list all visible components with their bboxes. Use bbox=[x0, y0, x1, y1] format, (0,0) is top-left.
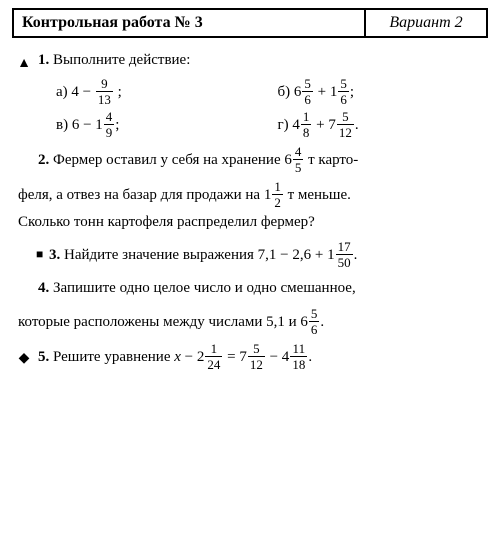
t3-tail: . bbox=[354, 247, 358, 263]
sub-g-tail: . bbox=[355, 116, 359, 132]
fraction: 124 bbox=[205, 342, 222, 371]
sub-g-mid: + 7 bbox=[312, 116, 335, 132]
subtask-row-2: в) 6 − 149; г) 418 + 7512. bbox=[56, 111, 482, 140]
task-number: 1. bbox=[38, 52, 49, 68]
t5-e: . bbox=[308, 348, 312, 364]
t2-line1a: Фермер оставил у себя на хранение 6 bbox=[53, 151, 292, 167]
header-bar: Контрольная работа № 3 Вариант 2 bbox=[12, 8, 488, 38]
task-text: Выполните действие: bbox=[53, 52, 190, 68]
worksheet-title: Контрольная работа № 3 bbox=[14, 10, 366, 36]
sub-a-lead: а) 4 − bbox=[56, 83, 91, 99]
t5-c: = 7 bbox=[223, 348, 246, 364]
worksheet-body: ▲ 1. Выполните действие: а) 4 − 913 ; б)… bbox=[12, 38, 488, 372]
fraction: 18 bbox=[301, 110, 312, 139]
fraction: 49 bbox=[104, 110, 115, 139]
fraction: 913 bbox=[96, 77, 113, 106]
sub-v-lead: в) 6 − 1 bbox=[56, 116, 103, 132]
task-number: 3. bbox=[49, 247, 60, 263]
task-2-cont: феля, а отвез на базар для продажи на 11… bbox=[18, 181, 482, 236]
sub-b-tail: ; bbox=[350, 83, 354, 99]
subtask-v: в) 6 − 149; bbox=[56, 111, 278, 140]
t5-var: x bbox=[174, 348, 181, 364]
t5-a: Решите уравнение bbox=[53, 348, 174, 364]
diamond-icon: ◆ bbox=[16, 347, 32, 371]
t2-line2b: т меньше. bbox=[284, 186, 351, 202]
task-2: 2. Фермер оставил у себя на хранение 645… bbox=[18, 146, 482, 175]
triangle-icon: ▲ bbox=[16, 52, 32, 76]
task-4-cont: которые расположены между числами 5,1 и … bbox=[18, 308, 482, 337]
task-1: ▲ 1. Выполните действие: а) 4 − 913 ; б)… bbox=[18, 48, 482, 140]
fraction: 56 bbox=[302, 77, 313, 106]
task-3: ■ 3. Найдите значение выражения 7,1 − 2,… bbox=[18, 241, 482, 270]
fraction: 1118 bbox=[290, 342, 307, 371]
t3-text: Найдите значение выражения 7,1 − 2,6 + 1 bbox=[64, 247, 335, 263]
t4-line1: Запишите одно целое число и одно смешанн… bbox=[53, 280, 356, 296]
sub-a-tail: ; bbox=[118, 83, 122, 99]
variant-label: Вариант 2 bbox=[366, 10, 486, 36]
worksheet-page: Контрольная работа № 3 Вариант 2 ▲ 1. Вы… bbox=[0, 0, 500, 386]
sub-v-tail: ; bbox=[115, 116, 119, 132]
subtask-b: б) 656 + 156; bbox=[278, 78, 482, 107]
square-icon: ■ bbox=[36, 247, 43, 261]
fraction: 12 bbox=[272, 180, 283, 209]
t5-b: − 2 bbox=[181, 348, 204, 364]
task-5: ◆ 5. Решите уравнение x − 2124 = 7512 − … bbox=[18, 343, 482, 372]
fraction: 512 bbox=[337, 110, 354, 139]
fraction: 1750 bbox=[336, 240, 353, 269]
sub-g-lead: г) 4 bbox=[278, 116, 300, 132]
fraction: 56 bbox=[338, 77, 349, 106]
t5-d: − 4 bbox=[266, 348, 289, 364]
subtask-a: а) 4 − 913 ; bbox=[56, 78, 278, 107]
subtask-row-1: а) 4 − 913 ; б) 656 + 156; bbox=[56, 78, 482, 107]
task-number: 5. bbox=[38, 348, 49, 364]
fraction: 45 bbox=[293, 145, 304, 174]
fraction: 512 bbox=[248, 342, 265, 371]
t2-line2a: феля, а отвез на базар для продажи на 1 bbox=[18, 186, 271, 202]
t2-line1b: т карто- bbox=[304, 151, 358, 167]
sub-b-mid: + 1 bbox=[314, 83, 337, 99]
sub-b-lead: б) 6 bbox=[278, 83, 302, 99]
subtask-g: г) 418 + 7512. bbox=[278, 111, 482, 140]
t4-line2a: которые расположены между числами 5,1 и … bbox=[18, 313, 308, 329]
task-number: 2. bbox=[38, 151, 49, 167]
task-4: 4. Запишите одно целое число и одно смеш… bbox=[18, 276, 482, 302]
t4-line2b: . bbox=[320, 313, 324, 329]
fraction: 56 bbox=[309, 307, 320, 336]
t2-line3: Сколько тонн картофеля распределил ферме… bbox=[18, 214, 315, 230]
task-number: 4. bbox=[38, 280, 49, 296]
